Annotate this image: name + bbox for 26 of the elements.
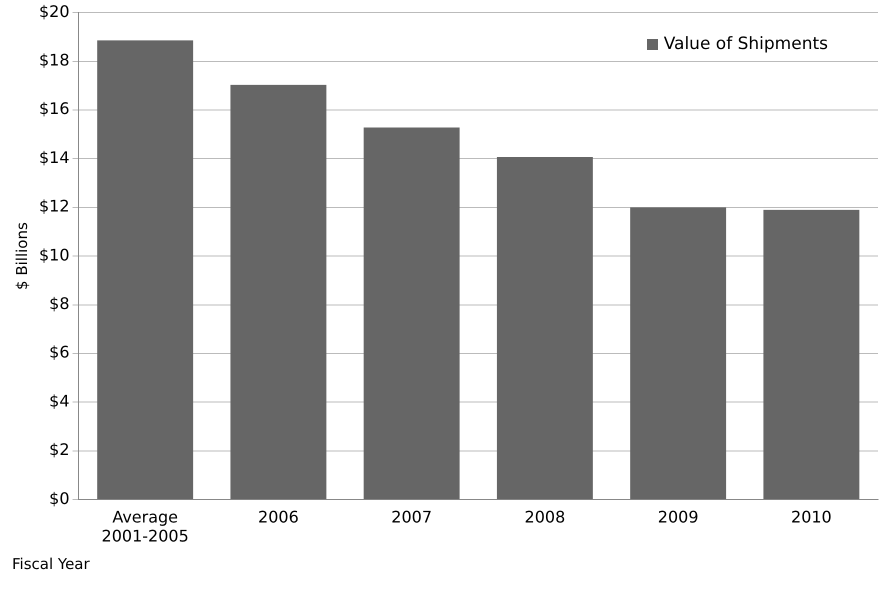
y-axis-title: $ Billions	[12, 222, 31, 290]
x-tick-label: 2010	[791, 507, 832, 526]
bar	[230, 84, 326, 500]
legend-label: Value of Shipments	[664, 34, 828, 54]
bar	[763, 210, 860, 500]
y-tick-label: $4	[49, 391, 70, 410]
y-tick-label: $6	[49, 342, 70, 362]
bar	[630, 207, 726, 500]
x-tick-label: 2007	[391, 507, 432, 526]
y-tick-label: $2	[49, 440, 70, 460]
x-tick-label: 2008	[524, 507, 566, 526]
y-tick-label: $8	[49, 294, 70, 313]
x-tick-label: Average 2001-2005	[102, 507, 189, 546]
x-axis-title: Fiscal Year	[12, 555, 90, 573]
y-tick-label: $12	[38, 196, 70, 216]
bar	[364, 128, 460, 500]
y-tick-label: $16	[38, 99, 70, 118]
y-tick-label: $0	[49, 488, 70, 508]
y-tick-label: $18	[38, 50, 70, 70]
x-tick-label: 2009	[658, 507, 698, 526]
y-tick-label: $14	[38, 148, 70, 167]
y-tick-label: $10	[38, 245, 70, 264]
x-tick-label: 2006	[258, 507, 299, 526]
bar	[97, 40, 194, 500]
y-tick-label: $20	[38, 2, 70, 21]
bar	[496, 156, 593, 500]
